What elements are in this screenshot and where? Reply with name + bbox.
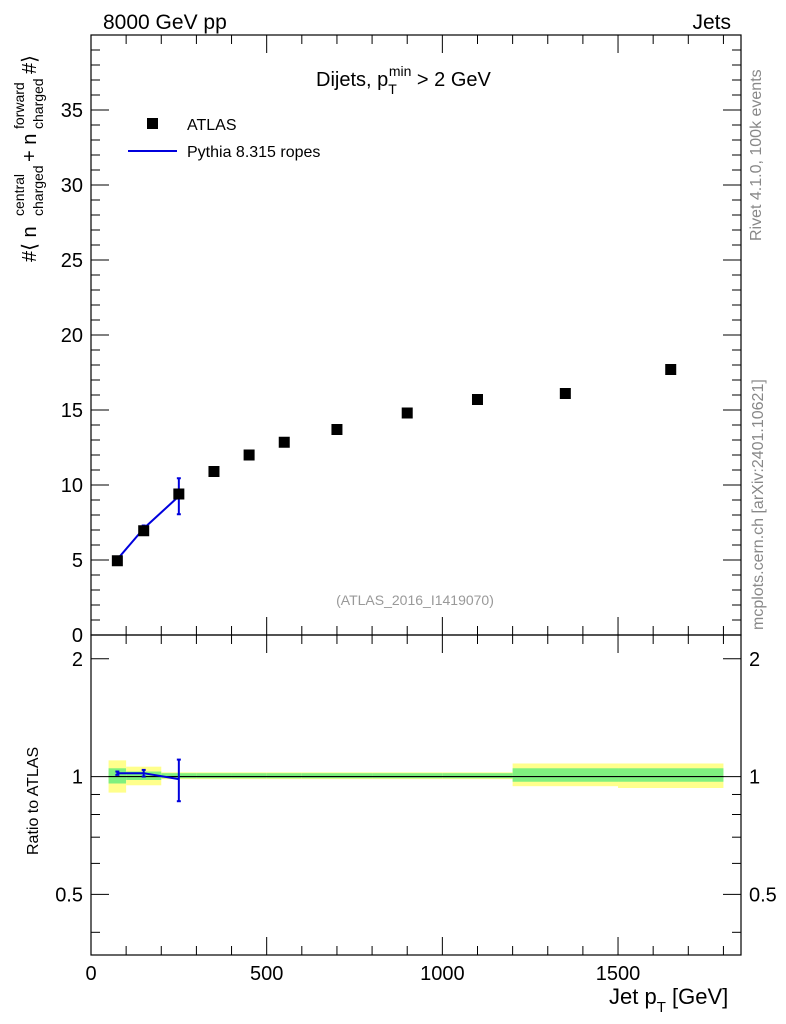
svg-text:charged: charged	[30, 165, 46, 216]
svg-text:forward: forward	[11, 82, 27, 129]
x-tick-label: 1000	[420, 963, 465, 985]
green-band	[301, 773, 373, 779]
ratio-plot-panel: 0.5 0.5 1 1 2 2 0 500 1000 1500 Ratio to ATLAS Je…	[25, 634, 777, 1016]
legend-data-marker	[147, 118, 158, 129]
green-band	[231, 773, 267, 779]
mc-series	[115, 477, 181, 562]
x-axis-label: Jet pT [GeV]	[609, 984, 728, 1016]
x-tick-label: 0	[85, 963, 96, 985]
data-point	[331, 424, 343, 435]
ratio-plot-ticks	[90, 635, 741, 955]
y-tick-label: 10	[61, 475, 83, 497]
plot-title-sub: T	[388, 81, 397, 97]
green-band	[512, 768, 619, 782]
y-tick-label: 25	[61, 250, 83, 272]
plot-title-main: Dijets, p	[316, 69, 388, 91]
data-point	[278, 436, 290, 448]
data-point	[665, 364, 677, 375]
legend-mc-label: Pythia 8.315 ropes	[187, 144, 320, 161]
svg-text:+ n: + n	[19, 134, 41, 162]
data-point	[243, 449, 255, 461]
green-band	[108, 768, 127, 784]
data-point	[401, 407, 413, 419]
data-point	[208, 466, 220, 477]
svg-text:#⟨ n: #⟨ n	[19, 226, 41, 262]
plot-title: Dijets, pTmin > 2 GeV	[316, 63, 492, 97]
x-tick-label: 1500	[596, 963, 641, 985]
svg-text:central: central	[11, 174, 27, 216]
x-axis-label-sub: T	[657, 999, 666, 1016]
y-tick-label: 35	[61, 100, 83, 122]
ratio-mc-series	[115, 758, 181, 803]
svg-text:#⟩: #⟩	[19, 55, 41, 74]
main-plot-tick-labels: 0 5 10 15 20 25 30 35	[61, 100, 83, 647]
svg-text:charged: charged	[30, 78, 46, 129]
ratio-y-axis-label: Ratio to ATLAS	[25, 747, 42, 855]
plot-title-sup: min	[389, 63, 412, 79]
header-right: Jets	[692, 11, 731, 34]
x-tick-label: 500	[250, 963, 283, 985]
green-band	[196, 773, 232, 779]
data-point	[138, 525, 150, 537]
legend-data-label: ATLAS	[187, 117, 237, 134]
analysis-tag: (ATLAS_2016_I1419070)	[336, 592, 494, 608]
ratio-plot-tick-labels: 0.5 0.5 1 1 2 2 0 500 1000 1500	[55, 649, 777, 985]
green-band	[618, 768, 724, 782]
data-point	[471, 394, 483, 405]
data-point	[173, 488, 185, 500]
y-tick-label: 15	[61, 400, 83, 422]
x-axis-label-main: Jet p	[609, 984, 657, 1009]
ratio-y-tick-label: 1	[72, 767, 83, 789]
x-axis-label-tail: [GeV]	[666, 984, 728, 1009]
green-band	[442, 773, 513, 779]
green-band	[266, 773, 302, 779]
data-point	[111, 555, 123, 567]
y-tick-label: 5	[72, 550, 83, 572]
ratio-y-tick-label: 2	[72, 649, 83, 671]
y-tick-label: 20	[61, 325, 83, 347]
green-band	[372, 773, 443, 779]
ratio-plot-frame	[90, 634, 742, 956]
data-point	[559, 388, 571, 399]
main-plot-panel: 0 5 10 15 20 25 30 35 Dijets, pTmin > 2 GeV ATL…	[11, 34, 742, 647]
plot-title-tail: > 2 GeV	[411, 69, 491, 91]
side-label-lower: mcplots.cern.ch [arXiv:2401.10621]	[750, 379, 767, 630]
data-series	[111, 364, 677, 567]
side-label-upper: Rivet 4.1.0, 100k events	[748, 69, 765, 241]
ratio-y-tick-label-right: 2	[749, 649, 760, 671]
y-tick-label: 0	[72, 625, 83, 647]
ratio-y-tick-label-right: 0.5	[749, 884, 777, 906]
ratio-y-tick-label: 0.5	[55, 884, 83, 906]
main-y-axis-label: #⟨ n charged central + n charged forward…	[11, 55, 46, 262]
header-left: 8000 GeV pp	[103, 11, 227, 34]
ratio-y-tick-label-right: 1	[749, 767, 760, 789]
y-tick-label: 30	[61, 175, 83, 197]
